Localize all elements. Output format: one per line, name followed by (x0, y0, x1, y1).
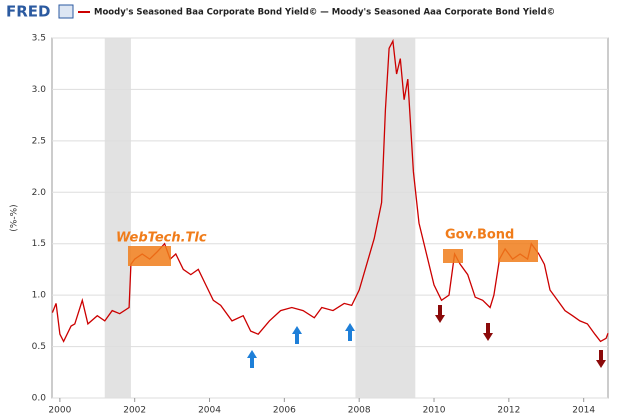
arrow (596, 350, 606, 368)
arrow (247, 350, 257, 368)
legend-label: Moody's Seasoned Baa Corporate Bond Yiel… (94, 8, 555, 18)
recession-shade (104, 38, 131, 398)
x-tick-label: 2014 (572, 406, 595, 416)
x-tick-label: 2008 (348, 406, 371, 416)
x-tick-label: 2000 (48, 406, 71, 416)
x-tick-label: 2006 (273, 406, 296, 416)
highlight-box (128, 246, 171, 266)
arrow (292, 326, 302, 344)
arrow (483, 323, 493, 341)
logo-icon (58, 4, 74, 19)
y-axis-label: (%-%) (10, 204, 20, 231)
y-tick-label: 0.5 (32, 342, 46, 352)
down-arrows (435, 305, 606, 368)
y-tick-label: 2.5 (32, 136, 46, 146)
y-tick-label: 1.5 (32, 239, 46, 249)
y-tick-label: 3.0 (32, 85, 47, 95)
up-arrows (247, 323, 355, 368)
highlight-box (498, 240, 538, 262)
x-tick-label: 2012 (497, 406, 520, 416)
y-tick-label: 3.5 (32, 34, 46, 44)
annotation: Gov.Bond (445, 228, 514, 243)
annotation: WebTech.Tlc (116, 231, 207, 246)
x-tick-label: 2004 (198, 406, 221, 416)
y-tick-label: 0.0 (32, 394, 47, 404)
highlight-box (443, 249, 463, 263)
y-tick-label: 1.0 (32, 291, 47, 301)
x-tick-label: 2010 (423, 406, 446, 416)
x-tick-label: 2002 (123, 406, 146, 416)
logo: FRED (6, 3, 51, 21)
arrow (435, 305, 445, 323)
y-tick-label: 2.0 (32, 188, 47, 198)
arrow (345, 323, 355, 341)
recession-shade (355, 38, 416, 398)
